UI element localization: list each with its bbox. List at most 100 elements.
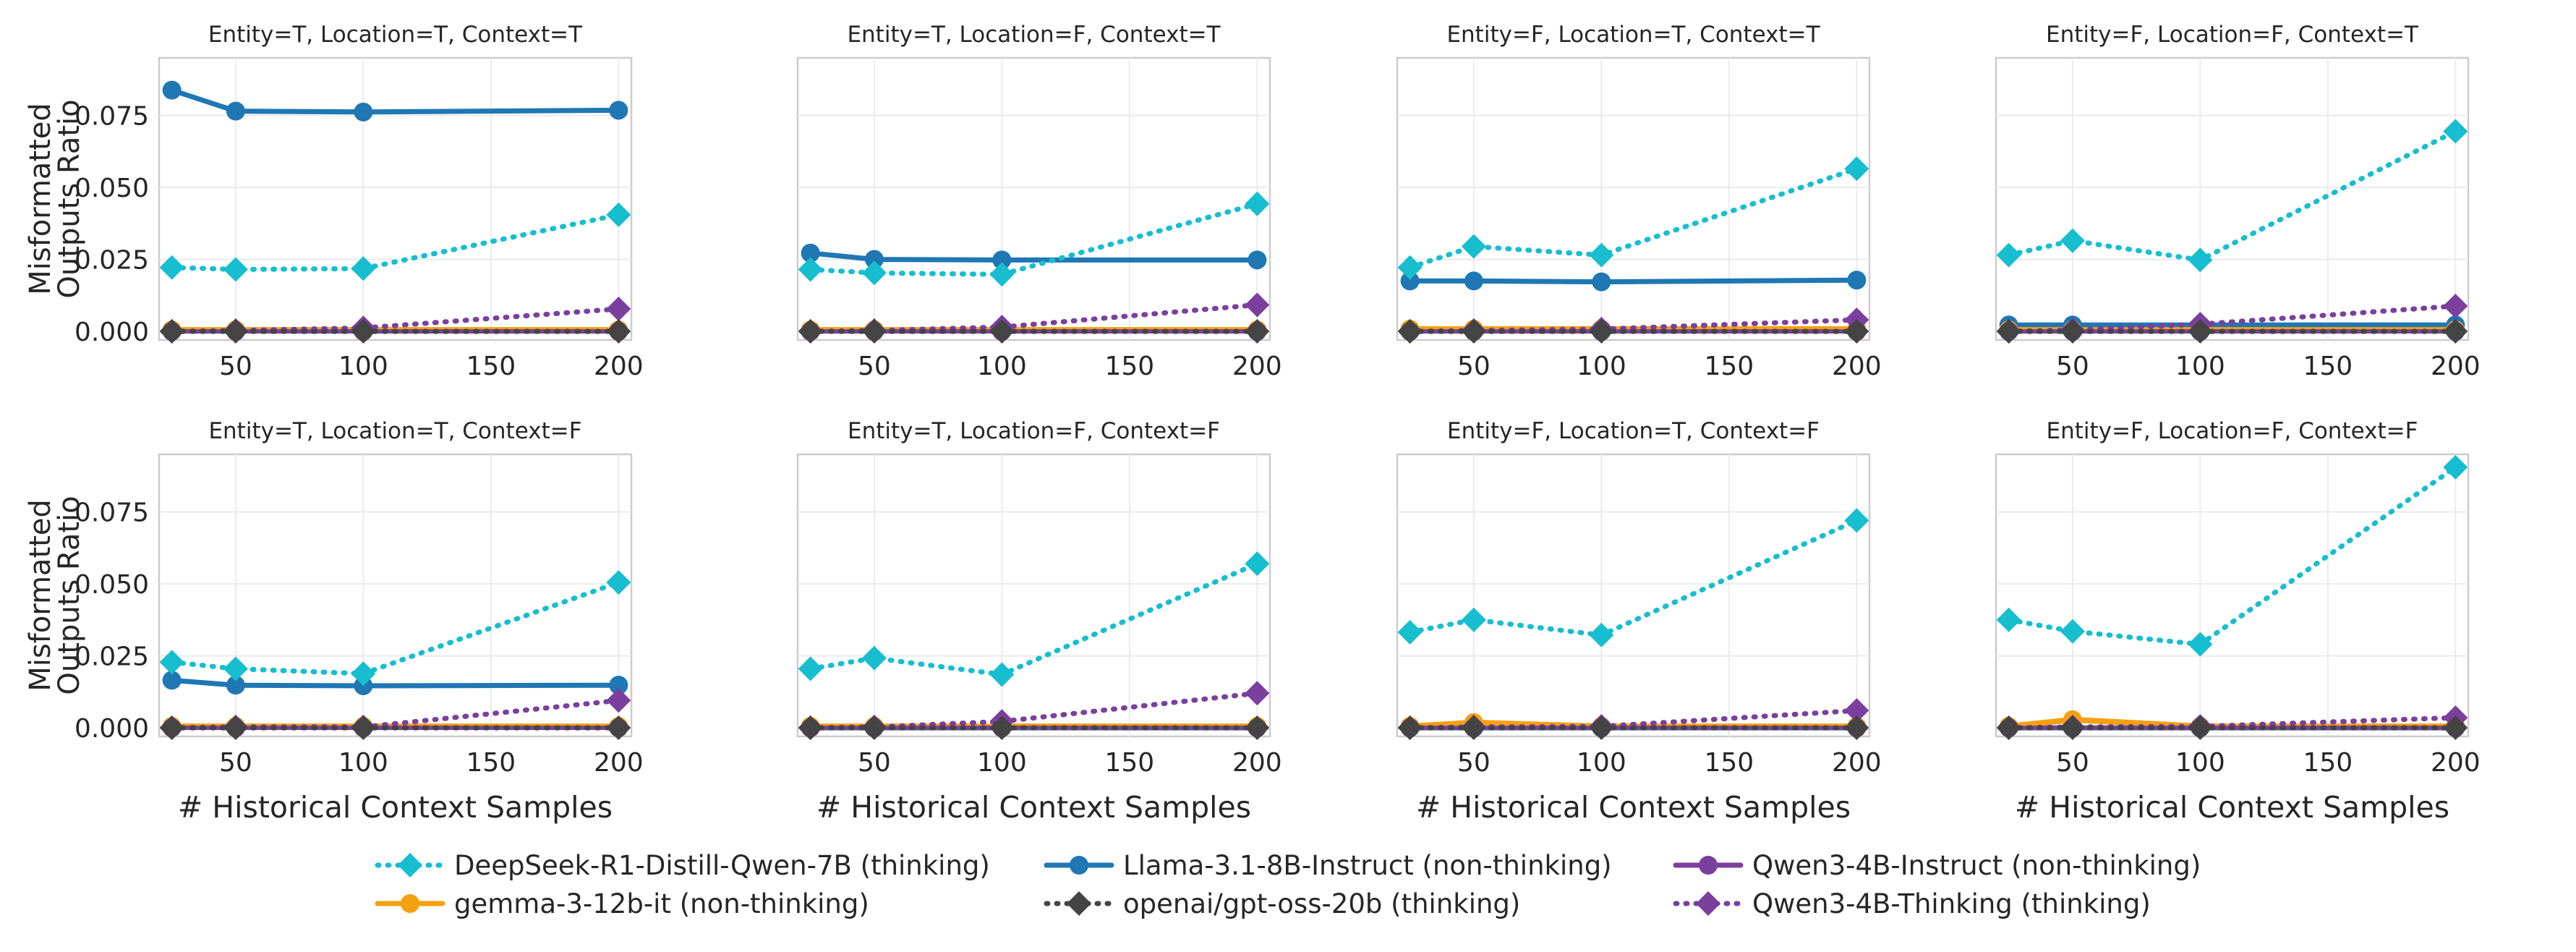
data-point xyxy=(1400,271,1420,291)
data-point xyxy=(2443,715,2468,741)
data-point xyxy=(992,250,1012,270)
x-tick-label: 150 xyxy=(2303,748,2353,778)
data-point xyxy=(864,250,884,269)
x-tick-label: 150 xyxy=(1105,352,1155,381)
data-point xyxy=(2188,247,2213,273)
data-point xyxy=(2443,119,2468,144)
data-point xyxy=(2060,319,2085,344)
data-point xyxy=(223,257,248,282)
data-point xyxy=(1844,508,1869,533)
data-point xyxy=(1461,607,1486,632)
panel-frame xyxy=(1995,453,2470,738)
data-point xyxy=(2188,632,2213,657)
data-point xyxy=(2443,319,2468,344)
series-line-1 xyxy=(1407,166,1859,271)
data-point xyxy=(989,262,1015,287)
y-tick-label: 0.050 xyxy=(74,174,149,203)
x-tick-label: 50 xyxy=(219,352,252,381)
data-point xyxy=(861,715,887,741)
y-tick-label: 0.050 xyxy=(74,570,149,600)
x-tick-label: 150 xyxy=(1705,352,1754,381)
x-tick-label: 100 xyxy=(977,748,1027,778)
data-point xyxy=(798,715,823,741)
data-point xyxy=(2188,319,2213,344)
data-point xyxy=(1589,319,1614,344)
y-tick-label: 0.075 xyxy=(74,498,149,528)
panel-2: 50 100 150 200 Entity=T, Location=F, Context… xyxy=(796,22,1282,381)
y-axis-label: MisformattedOutputs Ratio xyxy=(24,99,86,298)
x-tick-label: 200 xyxy=(1832,352,1882,381)
panel-frame xyxy=(158,56,633,341)
data-point xyxy=(1996,319,2021,344)
data-point xyxy=(159,650,184,675)
data-point xyxy=(606,297,631,322)
x-axis-label: # Historical Context Samples xyxy=(1416,790,1851,825)
legend-item-6: Qwen3-4B-Thinking (thinking) xyxy=(1673,888,2151,919)
y-axis-label: MisformattedOutputs Ratio xyxy=(24,496,86,694)
x-tick-label: 150 xyxy=(466,748,516,778)
x-tick-label: 200 xyxy=(2431,748,2481,778)
data-point xyxy=(226,676,245,695)
data-point xyxy=(1397,319,1423,344)
series-line-1 xyxy=(169,212,621,272)
data-point xyxy=(861,645,887,671)
data-point xyxy=(1397,255,1423,280)
legend-label: DeepSeek-R1-Distill-Qwen-7B (thinking) xyxy=(454,850,990,881)
data-point xyxy=(162,671,182,690)
data-point xyxy=(162,80,182,100)
data-point xyxy=(351,661,376,687)
data-point xyxy=(223,715,248,741)
y-axis-label-line1: Misformatted xyxy=(24,103,57,295)
data-point xyxy=(798,257,823,282)
x-tick-label: 150 xyxy=(1105,748,1155,778)
data-point xyxy=(1461,319,1486,344)
data-point xyxy=(861,319,887,344)
data-point xyxy=(606,570,631,595)
legend-label: Llama-3.1-8B-Instruct (non-thinking) xyxy=(1123,850,1612,881)
x-tick-label: 100 xyxy=(1577,748,1626,778)
data-point xyxy=(2188,715,2213,741)
series-line-1 xyxy=(169,579,621,676)
panel-title: Entity=T, Location=F, Context=T xyxy=(847,22,1221,48)
x-axis-label: # Historical Context Samples xyxy=(816,790,1251,825)
data-point xyxy=(1996,242,2021,268)
y-tick-label: 0.000 xyxy=(74,714,149,744)
data-point xyxy=(2443,294,2468,319)
data-point xyxy=(351,715,376,741)
x-tick-label: 50 xyxy=(2056,352,2089,381)
data-point xyxy=(1589,715,1614,741)
data-point xyxy=(798,656,823,681)
panel-title: Entity=F, Location=F, Context=T xyxy=(2046,22,2419,48)
data-point xyxy=(606,715,631,741)
legend-label: Qwen3-4B-Instruct (non-thinking) xyxy=(1752,850,2201,881)
data-point xyxy=(1461,715,1486,741)
legend-swatch-marker xyxy=(1699,856,1718,875)
panel-title: Entity=F, Location=T, Context=T xyxy=(1446,22,1820,48)
data-point xyxy=(606,319,631,344)
panel-title: Entity=T, Location=F, Context=F xyxy=(848,418,1220,444)
panel-1: 50 100 150 200 0.000 0.025 0.050 0.075 Entity=T,… xyxy=(24,22,644,381)
x-tick-label: 50 xyxy=(1457,748,1490,778)
data-point xyxy=(1245,551,1270,577)
series-line-1 xyxy=(808,201,1260,277)
x-tick-label: 200 xyxy=(594,352,644,381)
y-axis-label-line2: Outputs Ratio xyxy=(53,496,86,694)
x-tick-label: 200 xyxy=(1832,748,1882,778)
data-point xyxy=(1397,715,1423,741)
data-point xyxy=(1464,271,1483,291)
panel-frame xyxy=(1995,56,2470,341)
x-tick-label: 100 xyxy=(338,748,388,778)
legend-label: gemma-3-12b-it (non-thinking) xyxy=(454,888,869,919)
legend: DeepSeek-R1-Distill-Qwen-7B (thinking) ge… xyxy=(375,850,2201,919)
legend-swatch-marker xyxy=(1067,891,1091,916)
data-point xyxy=(351,319,376,344)
y-axis-label-line2: Outputs Ratio xyxy=(53,99,86,298)
y-axis-label-line1: Misformatted xyxy=(24,499,57,692)
data-point xyxy=(989,319,1015,344)
panel-title: Entity=F, Location=F, Context=F xyxy=(2047,418,2418,444)
panel-6: 50 100 150 200 Entity=T, Location=F, Context… xyxy=(796,418,1282,825)
legend-label: Qwen3-4B-Thinking (thinking) xyxy=(1752,888,2151,919)
data-point xyxy=(1844,319,1869,344)
series-line-1 xyxy=(808,561,1260,677)
